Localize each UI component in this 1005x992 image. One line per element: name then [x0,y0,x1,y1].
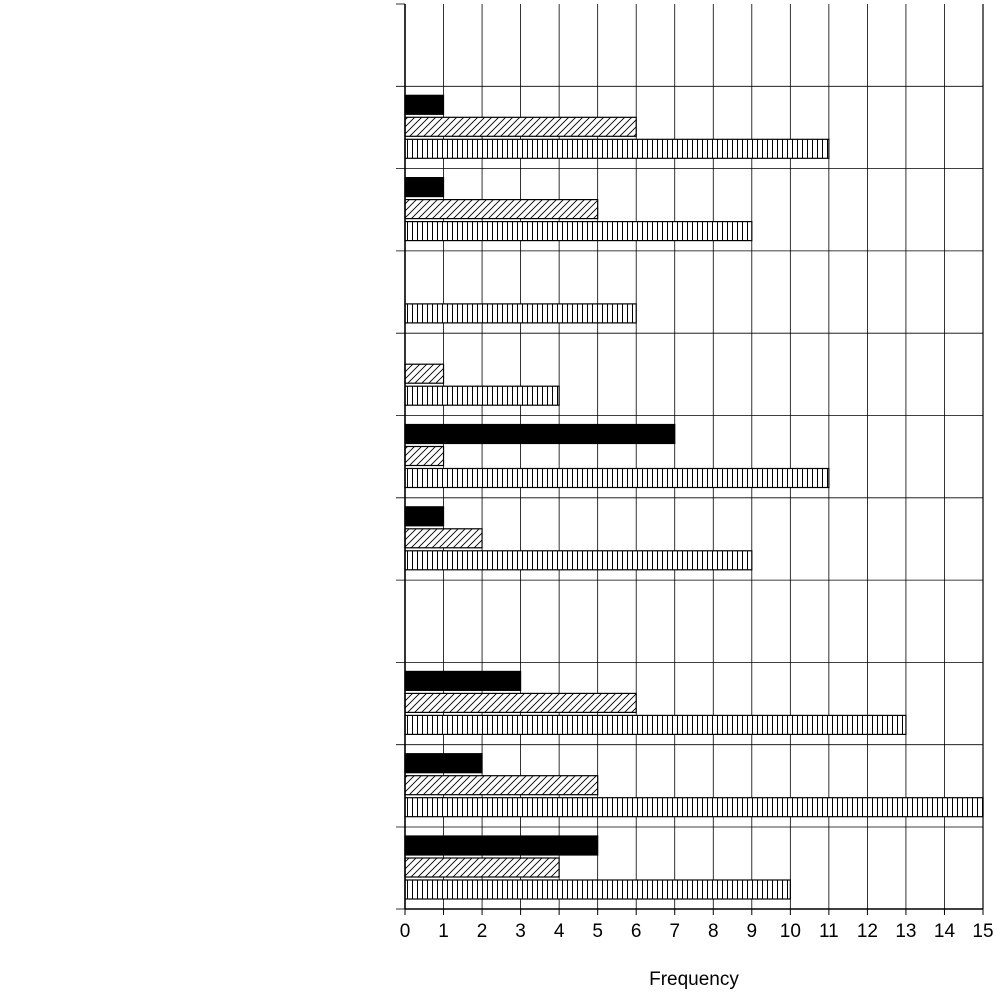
bar-series-vertical [404,303,637,324]
x-tick-label: 12 [857,921,878,942]
bar-series-vertical [404,797,984,818]
bar-series-vertical [404,714,907,736]
x-tick-label: 13 [895,921,916,942]
bar-series-solid [404,423,676,445]
bar-series-vertical [404,138,830,159]
bar-series-vertical [404,385,560,406]
bar-series-solid [404,506,445,527]
x-tick-label: 6 [631,921,642,942]
bar-series-solid [404,670,522,692]
x-tick-label: 4 [554,921,565,942]
x-tick-label: 3 [515,921,526,942]
x-tick-label: 9 [747,921,758,942]
bar-series-vertical [404,221,753,242]
bar-series-vertical [404,550,753,571]
bar-series-solid [404,94,445,115]
x-tick-label: 0 [400,921,411,942]
bar-series-diagonal [404,692,637,714]
x-tick-label: 10 [780,921,801,942]
x-tick-label: 11 [819,921,839,942]
x-tick-label: 14 [934,921,956,942]
bar-series-vertical [404,879,791,900]
bar-series-diagonal [404,199,599,220]
bar-series-solid [404,753,483,774]
x-tick-label: 1 [438,921,449,942]
bar-series-solid [404,835,599,856]
x-tick-label: 5 [592,921,603,942]
bar-series-diagonal [404,445,445,467]
x-tick-label: 2 [477,921,488,942]
x-tick-label: 8 [708,921,719,942]
bar-series-diagonal [404,363,445,384]
bar-series-solid [404,177,445,198]
x-axis-title: Frequency [649,969,739,990]
bar-series-diagonal [404,528,483,549]
bar-series-diagonal [404,116,637,137]
bar-series-diagonal [404,857,560,878]
bar-series-diagonal [404,775,599,796]
bar-series-vertical [404,467,830,489]
x-tick-label: 7 [669,921,680,942]
x-tick-label: 15 [972,921,993,942]
